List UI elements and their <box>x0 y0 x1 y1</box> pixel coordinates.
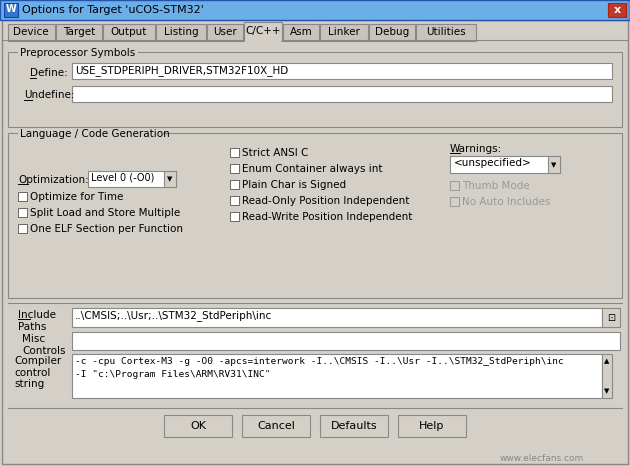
Text: Output: Output <box>111 27 147 37</box>
Text: Define:: Define: <box>30 68 68 78</box>
Bar <box>608 3 626 17</box>
Bar <box>72 63 612 79</box>
Text: Misc
Controls: Misc Controls <box>22 334 66 356</box>
Text: W: W <box>6 4 17 14</box>
Text: Strict ANSI C: Strict ANSI C <box>242 148 308 158</box>
Bar <box>18 224 27 233</box>
Text: ⊡: ⊡ <box>607 313 615 323</box>
Text: Language / Code Generation: Language / Code Generation <box>20 129 169 139</box>
Bar <box>245 39 281 42</box>
Text: ▼: ▼ <box>168 176 173 182</box>
Text: USE_STDPERIPH_DRIVER,STM32F10X_HD: USE_STDPERIPH_DRIVER,STM32F10X_HD <box>75 65 289 76</box>
Bar <box>207 24 243 41</box>
Bar <box>72 354 602 398</box>
Text: OK: OK <box>190 421 206 431</box>
Text: One ELF Section per Function: One ELF Section per Function <box>30 224 183 234</box>
Bar <box>72 332 620 350</box>
Text: C/C++: C/C++ <box>245 26 281 36</box>
Text: Options for Target 'uCOS-STM32': Options for Target 'uCOS-STM32' <box>22 5 204 15</box>
Text: Optimization:: Optimization: <box>18 175 89 185</box>
Text: <unspecified>: <unspecified> <box>454 158 532 168</box>
Bar <box>18 208 27 217</box>
Text: Device: Device <box>13 27 49 37</box>
Text: www.elecfans.com: www.elecfans.com <box>500 454 584 463</box>
Text: ..\CMSIS;..\Usr;..\STM32_StdPeriph\inc: ..\CMSIS;..\Usr;..\STM32_StdPeriph\inc <box>75 310 272 321</box>
Bar <box>72 86 612 102</box>
Bar <box>156 24 206 41</box>
Bar <box>450 197 459 206</box>
Text: Debug: Debug <box>375 27 409 37</box>
Bar <box>18 192 27 201</box>
Bar <box>230 148 239 157</box>
Text: Plain Char is Signed: Plain Char is Signed <box>242 180 346 190</box>
Text: Defaults: Defaults <box>331 421 377 431</box>
Text: -I "c:\Program Files\ARM\RV31\INC": -I "c:\Program Files\ARM\RV31\INC" <box>75 370 270 379</box>
Bar <box>18 51 138 61</box>
Text: ▼: ▼ <box>551 162 557 168</box>
Text: Undefine:: Undefine: <box>24 90 74 100</box>
Text: Compiler
control
string: Compiler control string <box>14 356 61 389</box>
Text: Warnings:: Warnings: <box>450 144 502 154</box>
Text: x: x <box>614 5 621 15</box>
Bar <box>8 52 622 127</box>
Bar <box>244 22 282 41</box>
Bar <box>72 308 602 327</box>
Text: Utilities: Utilities <box>426 27 466 37</box>
Bar <box>230 164 239 173</box>
Bar <box>283 24 319 41</box>
Text: Listing: Listing <box>164 27 198 37</box>
Text: -c -cpu Cortex-M3 -g -O0 -apcs=interwork -I..\CMSIS -I..\Usr -I..\STM32_StdPerip: -c -cpu Cortex-M3 -g -O0 -apcs=interwork… <box>75 357 564 366</box>
Text: Cancel: Cancel <box>257 421 295 431</box>
Text: Include
Paths: Include Paths <box>18 310 56 332</box>
Bar <box>56 24 102 41</box>
Text: ▼: ▼ <box>604 388 610 394</box>
Text: ▲: ▲ <box>604 358 610 364</box>
Bar <box>450 181 459 190</box>
Bar <box>416 24 476 41</box>
Bar <box>18 132 163 142</box>
Bar <box>230 180 239 189</box>
Text: Optimize for Time: Optimize for Time <box>30 192 123 202</box>
Bar <box>88 171 176 187</box>
Bar <box>0 0 630 20</box>
Bar <box>242 415 310 437</box>
Text: Read-Write Position Independent: Read-Write Position Independent <box>242 212 413 222</box>
Bar <box>0 0 627 20</box>
Bar <box>164 171 176 187</box>
Text: Asm: Asm <box>290 27 312 37</box>
Text: Linker: Linker <box>328 27 360 37</box>
Text: Read-Only Position Independent: Read-Only Position Independent <box>242 196 410 206</box>
Bar <box>8 133 622 298</box>
Bar <box>320 415 388 437</box>
Bar <box>450 156 560 173</box>
Text: Preprocessor Symbols: Preprocessor Symbols <box>20 48 135 58</box>
Text: Level 0 (-O0): Level 0 (-O0) <box>91 173 154 183</box>
Bar <box>369 24 415 41</box>
Bar <box>320 24 368 41</box>
Text: User: User <box>213 27 237 37</box>
Bar <box>230 212 239 221</box>
Bar <box>602 308 620 327</box>
Text: Thumb Mode: Thumb Mode <box>462 181 530 191</box>
Bar <box>8 24 55 41</box>
Text: Enum Container always int: Enum Container always int <box>242 164 382 174</box>
Bar <box>164 415 232 437</box>
Text: Split Load and Store Multiple: Split Load and Store Multiple <box>30 208 180 218</box>
Bar <box>103 24 155 41</box>
Text: No Auto Includes: No Auto Includes <box>462 197 551 207</box>
Bar <box>4 3 18 17</box>
Text: Target: Target <box>63 27 95 37</box>
Bar <box>398 415 466 437</box>
Bar <box>548 156 560 173</box>
Bar <box>0 0 630 20</box>
Bar <box>230 196 239 205</box>
Bar <box>602 354 612 398</box>
Text: Help: Help <box>420 421 445 431</box>
